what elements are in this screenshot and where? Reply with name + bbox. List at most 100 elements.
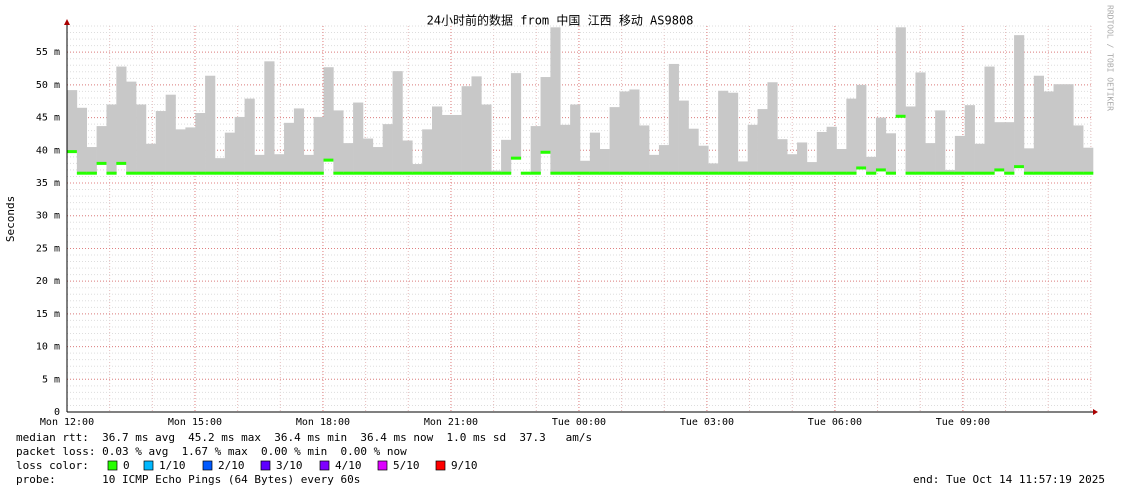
y-tick-label: 10 m: [36, 342, 60, 353]
median-mark: [747, 171, 758, 175]
loss-label: 5/10: [393, 459, 420, 472]
smoke-bar: [658, 145, 670, 174]
median-mark: [264, 171, 275, 175]
smoke-bar: [994, 122, 1005, 170]
y-tick-label: 35 m: [36, 178, 60, 189]
median-mark: [313, 171, 324, 175]
median-mark: [846, 171, 857, 175]
median-mark: [175, 171, 186, 175]
y-tick-label: 40 m: [36, 145, 60, 156]
smoke-bar: [402, 140, 413, 174]
smoke-bar: [481, 104, 492, 174]
median-mark: [639, 171, 650, 175]
median-mark: [333, 171, 344, 175]
median-mark: [570, 171, 581, 175]
smoke-bar: [737, 161, 749, 174]
smoke-bar: [964, 105, 975, 174]
smoke-bar: [165, 94, 176, 174]
chart-title: 24小时前的数据 from 中国 江西 移动 AS9808: [427, 13, 694, 28]
smoke-bar: [195, 113, 206, 174]
median-mark: [708, 171, 719, 175]
smoke-bar: [905, 106, 916, 174]
smoke-bar: [185, 127, 196, 174]
smoke-bar: [264, 61, 275, 174]
smoke-bar: [362, 138, 374, 174]
smoke-bar: [698, 145, 709, 174]
x-tick-label: Tue 00:00: [552, 417, 606, 428]
median-mark: [1053, 171, 1064, 175]
median-mark: [96, 161, 107, 165]
median-mark: [530, 171, 541, 175]
smoke-bar: [639, 125, 650, 174]
loss-swatch: [143, 460, 154, 471]
smoke-bar: [96, 126, 107, 164]
x-tick-label: Mon 12:00: [40, 417, 94, 428]
loss-swatch: [260, 460, 271, 471]
median-mark: [777, 171, 788, 175]
x-tick-label: Tue 03:00: [680, 417, 734, 428]
median-mark: [1033, 171, 1044, 175]
y-tick-label: 5 m: [42, 374, 60, 385]
loss-swatch: [377, 460, 388, 471]
x-tick-label: Mon 21:00: [424, 417, 478, 428]
smoke-bar: [412, 164, 423, 174]
median-mark: [323, 158, 334, 162]
median-mark: [668, 171, 679, 175]
smoke-bar: [313, 116, 324, 174]
median-mark: [836, 171, 847, 175]
loss-label: 0: [123, 459, 130, 472]
median-mark: [471, 171, 482, 175]
smoke-bar: [580, 160, 591, 174]
median-mark: [599, 171, 610, 175]
median-mark: [205, 171, 216, 175]
median-mark: [224, 171, 236, 175]
smoke-bar: [372, 147, 383, 174]
median-mark: [757, 171, 768, 175]
y-arrow: [64, 19, 70, 25]
median-mark: [619, 171, 630, 175]
median-mark: [964, 171, 975, 175]
median-mark: [984, 171, 995, 175]
smoke-bar: [214, 158, 226, 174]
median-mark: [372, 171, 383, 175]
smoke-bar: [392, 71, 403, 174]
median-mark: [510, 156, 522, 160]
smoke-bar: [175, 129, 186, 174]
marks: [67, 27, 1094, 175]
smoke-bar: [895, 27, 906, 117]
smoke-bar: [254, 154, 265, 174]
smoke-bar: [382, 124, 393, 174]
median-mark: [806, 171, 818, 175]
smoke-bar: [767, 82, 778, 174]
median-mark: [895, 114, 906, 118]
smoke-bar: [1033, 75, 1044, 174]
loss-color-label: loss color:: [16, 459, 89, 472]
grid: 0 5 m 10 m 15 m 20 m 25 m 30 m 35 m 40 m 45 m 50 m…: [36, 25, 1093, 428]
median-mark: [185, 171, 196, 175]
loss-swatch: [107, 460, 118, 471]
smoke-bar: [234, 116, 245, 174]
x-tick-label: Tue 06:00: [808, 417, 862, 428]
smoke-bar: [284, 122, 295, 174]
smoke-bar: [668, 63, 679, 174]
median-mark: [76, 171, 88, 175]
smoke-bar: [461, 86, 472, 174]
smoke-bar: [471, 76, 482, 174]
median-mark: [580, 171, 591, 175]
smoke-bar: [155, 111, 166, 174]
smoke-bar: [974, 143, 985, 174]
smoke-bar: [1004, 122, 1015, 174]
median-mark: [402, 171, 413, 175]
median-mark: [432, 171, 443, 175]
median-mark: [441, 171, 453, 175]
y-axis-label: Seconds: [4, 196, 17, 242]
smoke-bar: [76, 107, 88, 174]
median-mark: [1063, 171, 1074, 175]
smoke-bar: [540, 77, 551, 153]
median-mark: [727, 171, 739, 175]
smoke-bar: [866, 156, 877, 174]
median-mark: [885, 171, 896, 175]
smoke-bar: [777, 139, 788, 174]
loss-swatch: [319, 460, 330, 471]
y-tick-label: 0: [54, 407, 60, 418]
